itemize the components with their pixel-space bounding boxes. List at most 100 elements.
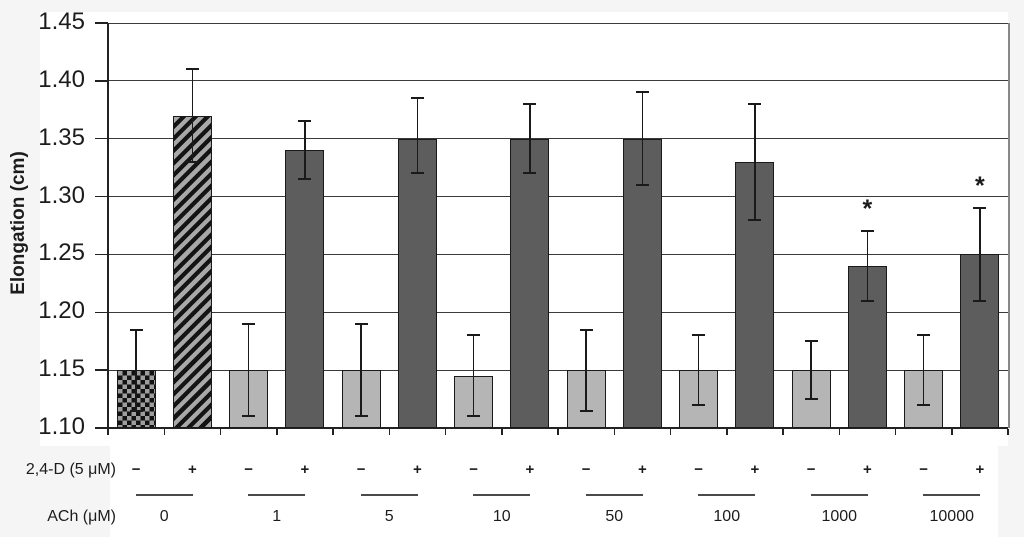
sign-minus: − [469, 461, 478, 478]
dose-row-label: ACh (μM) [47, 508, 116, 525]
sign-minus: − [356, 461, 366, 478]
error-bar-cap-top [185, 68, 199, 71]
x-axis-tick [1007, 429, 1009, 435]
x-axis-tick [782, 429, 784, 435]
error-bar-stem [810, 341, 812, 400]
error-bar-stem [304, 121, 306, 180]
error-bar-cap-top [917, 334, 931, 337]
x-axis-tick [501, 429, 503, 435]
bar-plus-ach10 [510, 138, 550, 428]
error-bar-stem [697, 335, 700, 405]
pair-underline [135, 494, 193, 496]
y-axis-tick [95, 137, 108, 140]
error-bar-cap-top [579, 328, 593, 331]
error-bar-cap-top [748, 103, 762, 105]
y-axis-tick [95, 195, 108, 198]
error-bar-cap-bottom [804, 398, 818, 401]
pair-underline [248, 494, 306, 496]
error-bar-stem [529, 104, 531, 174]
pair-underline [585, 494, 643, 496]
error-bar-stem [472, 335, 475, 417]
sign-minus: − [919, 461, 928, 478]
pair-underline [360, 494, 418, 496]
y-axis-tick [95, 253, 108, 256]
error-bar-stem [360, 323, 362, 417]
y-axis-tick [95, 80, 108, 82]
sign-plus: + [862, 461, 872, 478]
ach-value-label: 1000 [821, 508, 858, 525]
error-bar-cap-bottom [692, 403, 706, 406]
x-axis-tick [951, 429, 953, 435]
plot-right-border [1008, 23, 1010, 428]
error-bar-cap-bottom [185, 160, 199, 163]
bar-plus-ach5 [397, 138, 437, 428]
y-tick-label: 1.25 [38, 239, 85, 267]
sign-plus: + [975, 461, 985, 478]
x-axis-tick [219, 429, 222, 435]
error-bar-cap-bottom [917, 403, 931, 406]
error-bar-stem [979, 208, 981, 301]
ach-value-label: 10 [492, 508, 511, 525]
sign-plus: + [412, 461, 422, 478]
sign-plus: + [525, 461, 535, 478]
bar-plus-ach100 [735, 161, 775, 428]
error-bar-cap-top [129, 328, 143, 331]
gridline [108, 22, 1008, 24]
sign-plus: + [637, 461, 647, 478]
error-bar-cap-bottom [354, 415, 368, 418]
x-axis-tick [557, 429, 559, 435]
gridline [108, 369, 1008, 371]
error-bar-cap-bottom [635, 184, 649, 186]
error-bar-stem [135, 329, 137, 411]
error-bar-cap-top [354, 322, 368, 325]
error-bar-cap-top [467, 334, 481, 337]
sign-minus: − [806, 461, 816, 478]
x-axis-line [108, 427, 1008, 429]
y-tick-label: 1.15 [38, 355, 85, 383]
pair-underline [473, 494, 531, 496]
error-bar-cap-top [692, 334, 706, 337]
sign-plus: + [187, 461, 197, 478]
gridline [108, 253, 1008, 255]
y-tick-label: 1.10 [38, 413, 85, 440]
pair-underline [810, 494, 868, 496]
ach-value-label: 50 [605, 508, 624, 525]
y-tick-label: 1.35 [38, 123, 85, 151]
x-axis-tick [894, 429, 897, 435]
error-bar-cap-bottom [748, 218, 762, 221]
error-bar-stem [866, 231, 869, 301]
y-axis-tick [95, 369, 108, 371]
error-bar-cap-bottom [523, 172, 537, 175]
error-bar-stem [247, 323, 250, 417]
x-axis-tick [613, 429, 615, 435]
y-axis-tick [95, 311, 108, 314]
sign-minus: − [694, 461, 703, 478]
y-tick-label: 1.20 [38, 297, 85, 325]
error-bar-stem [585, 329, 587, 411]
sign-minus: − [131, 461, 141, 478]
x-axis-tick [163, 429, 165, 435]
bar-plus-ach0 [172, 115, 212, 428]
x-axis-tick [669, 429, 672, 435]
error-bar-cap-bottom [410, 172, 424, 175]
gridline [108, 138, 1008, 140]
error-bar-cap-top [410, 97, 424, 100]
gridline [108, 311, 1008, 313]
pair-underline [923, 494, 981, 496]
y-tick-label: 1.40 [38, 65, 85, 93]
significance-star: * [862, 195, 873, 224]
y-axis-tick [95, 427, 108, 429]
error-bar-cap-top [242, 322, 256, 325]
sign-minus: − [581, 461, 591, 478]
x-axis-tick [388, 429, 390, 435]
treatment-row-label: 2,4-D (5 μM) [25, 461, 116, 478]
x-axis-tick [444, 429, 447, 435]
error-bar-stem [416, 98, 419, 174]
significance-star: * [975, 172, 985, 201]
error-bar-cap-bottom [242, 415, 256, 418]
error-bar-stem [922, 335, 925, 405]
sign-plus: + [300, 461, 310, 478]
bar-plus-ach1 [285, 150, 325, 428]
